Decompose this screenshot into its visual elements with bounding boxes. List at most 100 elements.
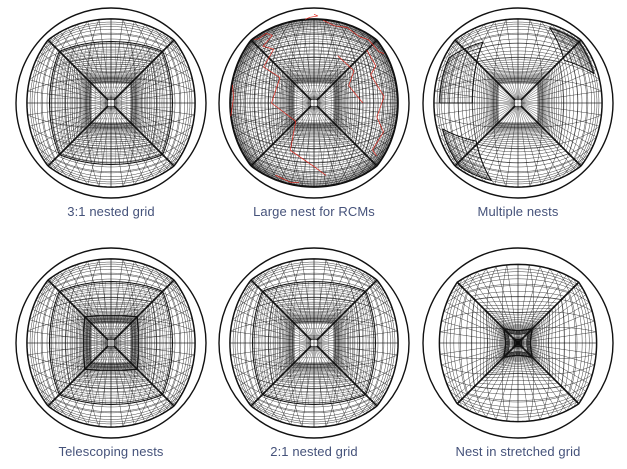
nest-grid-line [444, 136, 479, 152]
nest-grid-line [440, 56, 451, 104]
nest-grid-line [252, 348, 376, 351]
grid-line [301, 259, 314, 341]
grid-line [526, 333, 529, 353]
grid-line [459, 29, 577, 45]
grid-line [497, 322, 500, 364]
grid-line [560, 299, 565, 387]
grid-line [496, 81, 540, 82]
grid-line [498, 323, 538, 326]
nest-grid-line [257, 379, 371, 389]
nest-grid-line [86, 316, 89, 370]
grid-line [504, 354, 532, 357]
grid-line [493, 77, 543, 80]
globe-grid-3to1 [15, 7, 207, 199]
grid-line [547, 72, 551, 134]
grid-line [518, 21, 542, 101]
nest-grid-line [560, 31, 578, 65]
grid-line [270, 345, 313, 419]
grid-line [565, 54, 574, 152]
grid-line [507, 332, 529, 334]
grid-line [543, 315, 546, 371]
grid-line [474, 296, 562, 301]
grid-line [490, 77, 493, 129]
grid-line [27, 90, 109, 103]
grid-line [77, 105, 110, 182]
nest-grid-line [449, 50, 462, 104]
grid-line [230, 343, 312, 356]
grid-line [55, 158, 167, 172]
nest-grid-line [230, 85, 398, 95]
grid-line [439, 104, 516, 137]
grid-line [253, 403, 375, 423]
grid-line [113, 343, 195, 356]
grid-line [98, 105, 111, 187]
nest-grid-line [234, 132, 394, 157]
grid-line [460, 400, 576, 415]
grid-line [460, 271, 576, 286]
grid-line [87, 345, 111, 425]
grid-line [35, 104, 109, 147]
grid-line [234, 282, 254, 404]
grid-line [578, 42, 598, 164]
grid-line [507, 332, 509, 354]
nest-grid-line [49, 348, 173, 351]
grid-line [235, 344, 312, 377]
grid-line [238, 344, 312, 387]
grid-line [98, 345, 111, 427]
nest-grid-line [452, 155, 487, 172]
grid-line [314, 261, 338, 341]
grid-line [113, 330, 195, 343]
nest-grid-line [52, 67, 170, 76]
nest-grid-line [440, 79, 474, 88]
grid-line [496, 80, 540, 82]
grid-line [534, 324, 537, 362]
nest-grid-line [449, 132, 468, 172]
grid-line [436, 103, 516, 127]
grid-line [111, 345, 135, 425]
grid-line [544, 76, 547, 130]
grid-line [538, 82, 540, 124]
grid-line [486, 311, 488, 375]
nest-grid-line [245, 24, 383, 49]
grid-line [557, 303, 560, 383]
nest-grid-line [448, 146, 483, 163]
grid-line [478, 142, 558, 147]
nest-grid-line [514, 341, 522, 343]
grid-line [492, 78, 495, 128]
grid-line [476, 56, 560, 62]
grid-line [507, 351, 529, 354]
cube-face-border [229, 258, 399, 428]
map-coastline [323, 20, 385, 54]
grid-line [495, 320, 499, 366]
grid-line [542, 77, 545, 129]
grid-line [519, 105, 562, 179]
nest-grid-line [49, 353, 173, 358]
grid-line [111, 19, 124, 101]
grid-line [546, 73, 549, 133]
grid-line [111, 345, 124, 427]
nest-grid-line [248, 161, 380, 185]
grid-line [494, 319, 542, 322]
nest-grid-line [504, 351, 532, 354]
grid-line [57, 38, 165, 51]
nest-grid-line [94, 316, 95, 370]
nest-grid-line [559, 45, 590, 62]
nest-grid-line [133, 316, 136, 370]
nest-grid-line [50, 359, 172, 365]
nest-grid-line [240, 149, 388, 176]
grid-line [520, 69, 597, 102]
nest-grid-line [460, 45, 473, 104]
grid-line [111, 105, 124, 187]
nest-grid-line [444, 129, 463, 169]
grid-line [50, 263, 172, 283]
globe-outline [422, 7, 614, 199]
grid-line [502, 327, 505, 359]
nest-grid-line [258, 383, 370, 394]
grid-line [439, 69, 516, 102]
nest-grid-line [49, 328, 173, 333]
nest-grid-line [84, 365, 138, 368]
nest-grid-line [523, 329, 526, 357]
grid-line [163, 289, 176, 397]
grid-line [255, 401, 373, 417]
nest-grid-line [245, 157, 383, 182]
